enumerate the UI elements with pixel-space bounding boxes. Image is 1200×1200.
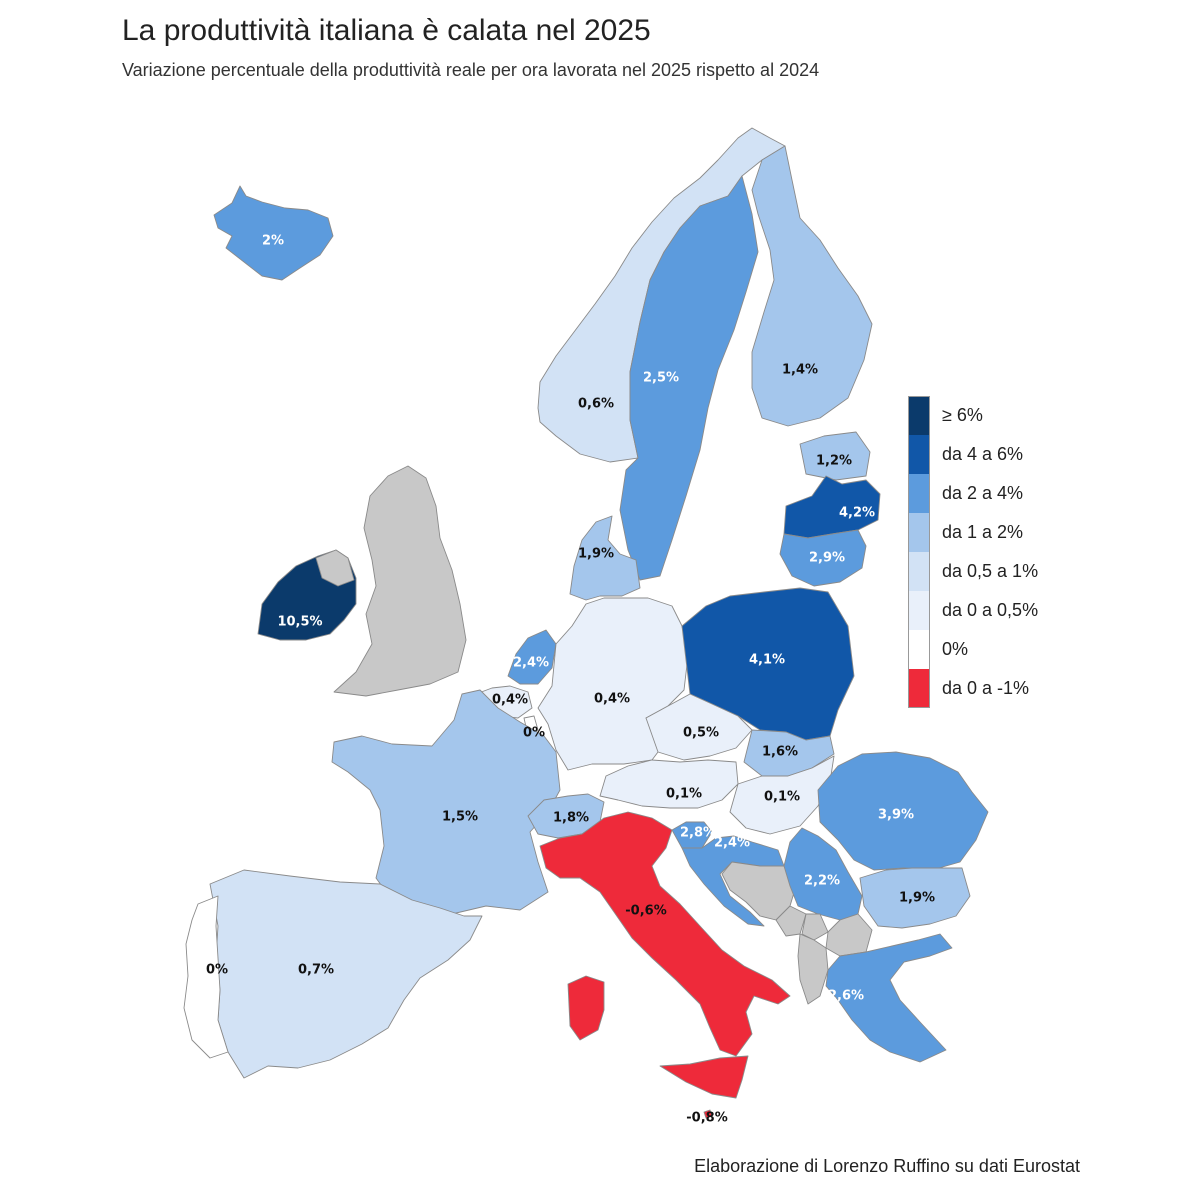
legend-item: da 4 a 6% <box>908 435 1038 474</box>
region-slovakia <box>743 729 835 777</box>
value-label-portugal: 0% <box>206 963 228 978</box>
region-italy <box>539 811 791 1057</box>
value-label-denmark: 1,9% <box>578 547 614 562</box>
region-serbia <box>783 827 863 921</box>
value-label-norway: 0,6% <box>578 397 614 412</box>
region-austria <box>599 759 739 809</box>
value-label-belgium: 0,4% <box>492 693 528 708</box>
legend-item: da 0,5 a 1% <box>908 552 1038 591</box>
value-label-greece: 2,6% <box>828 989 864 1004</box>
legend-item: ≥ 6% <box>908 396 1038 435</box>
value-label-croatia: 2,4% <box>714 836 750 851</box>
value-label-hungary: 0,1% <box>764 790 800 805</box>
value-label-poland: 4,1% <box>749 653 785 668</box>
legend-label: da 0 a 0,5% <box>942 600 1039 620</box>
legend-swatch <box>908 669 930 708</box>
value-label-estonia: 1,2% <box>816 454 852 469</box>
legend-label: 0% <box>942 639 969 659</box>
region-france <box>331 689 561 915</box>
value-label-france: 1,5% <box>442 810 478 825</box>
value-label-serbia: 2,2% <box>804 874 840 889</box>
region-kosovo <box>801 913 829 941</box>
legend-label: da 0 a -1% <box>942 678 1030 698</box>
region-malta <box>703 1109 713 1119</box>
value-label-bulgaria: 1,9% <box>899 891 935 906</box>
value-label-spain: 0,7% <box>298 963 334 978</box>
region-denmark <box>569 515 641 601</box>
value-label-luxembourg: 0% <box>523 726 545 741</box>
value-label-finland: 1,4% <box>782 363 818 378</box>
legend-label: da 0,5 a 1% <box>942 561 1039 581</box>
region-sweden <box>619 175 759 581</box>
legend-label: da 2 a 4% <box>942 483 1024 503</box>
legend-label: da 4 a 6% <box>942 444 1024 464</box>
value-label-slovakia: 1,6% <box>762 745 798 760</box>
value-label-czechia: 0,5% <box>683 726 719 741</box>
region-croatia <box>681 835 785 927</box>
legend: ≥ 6% da 4 a 6% da 2 a 4% da 1 a 2% da 0,5 a … <box>908 396 1038 708</box>
value-label-austria: 0,1% <box>666 787 702 802</box>
region-greece <box>825 933 953 1063</box>
value-label-germany: 0,4% <box>594 692 630 707</box>
value-label-italy: -0,6% <box>625 904 666 919</box>
chart-subtitle: Variazione percentuale della produttivit… <box>122 60 820 80</box>
region-bulgaria <box>859 867 971 929</box>
region-north-macedonia <box>825 913 873 957</box>
region-sardinia <box>567 975 605 1041</box>
legend-swatch <box>908 435 930 474</box>
legend-swatch <box>908 630 930 669</box>
value-label-ireland: 10,5% <box>277 615 322 630</box>
region-northern-ireland <box>315 549 355 587</box>
legend-swatch <box>908 513 930 552</box>
legend-item: da 2 a 4% <box>908 474 1038 513</box>
value-label-latvia: 4,2% <box>839 506 875 521</box>
source-note: Elaborazione di Lorenzo Ruffino su dati … <box>694 1156 1080 1176</box>
legend-swatch <box>908 591 930 630</box>
region-montenegro <box>775 905 807 937</box>
value-label-netherlands: 2,4% <box>513 656 549 671</box>
region-romania <box>817 751 989 871</box>
value-label-slovenia: 2,8% <box>680 826 716 841</box>
region-united-kingdom <box>333 465 467 697</box>
value-label-switzerland: 1,8% <box>553 811 589 826</box>
region-switzerland <box>527 793 605 839</box>
region-finland <box>751 145 873 427</box>
legend-label: da 1 a 2% <box>942 522 1024 542</box>
legend-item: da 1 a 2% <box>908 513 1038 552</box>
value-label-romania: 3,9% <box>878 808 914 823</box>
region-lithuania <box>779 529 867 587</box>
value-label-malta: -0,8% <box>686 1111 727 1126</box>
region-sicily <box>659 1055 749 1099</box>
legend-swatch <box>908 396 930 435</box>
legend-swatch <box>908 474 930 513</box>
region-portugal <box>183 895 229 1059</box>
region-albania <box>797 933 829 1005</box>
value-label-lithuania: 2,9% <box>809 551 845 566</box>
legend-label: ≥ 6% <box>942 405 983 425</box>
value-label-iceland: 2% <box>262 234 284 249</box>
legend-item: 0% <box>908 630 1038 669</box>
legend-swatch <box>908 552 930 591</box>
region-estonia <box>799 431 871 481</box>
legend-item: da 0 a 0,5% <box>908 591 1038 630</box>
value-label-sweden: 2,5% <box>643 371 679 386</box>
chart-title: La produttività italiana è calata nel 20… <box>122 14 651 47</box>
legend-item: da 0 a -1% <box>908 669 1038 708</box>
region-iceland <box>213 185 334 281</box>
